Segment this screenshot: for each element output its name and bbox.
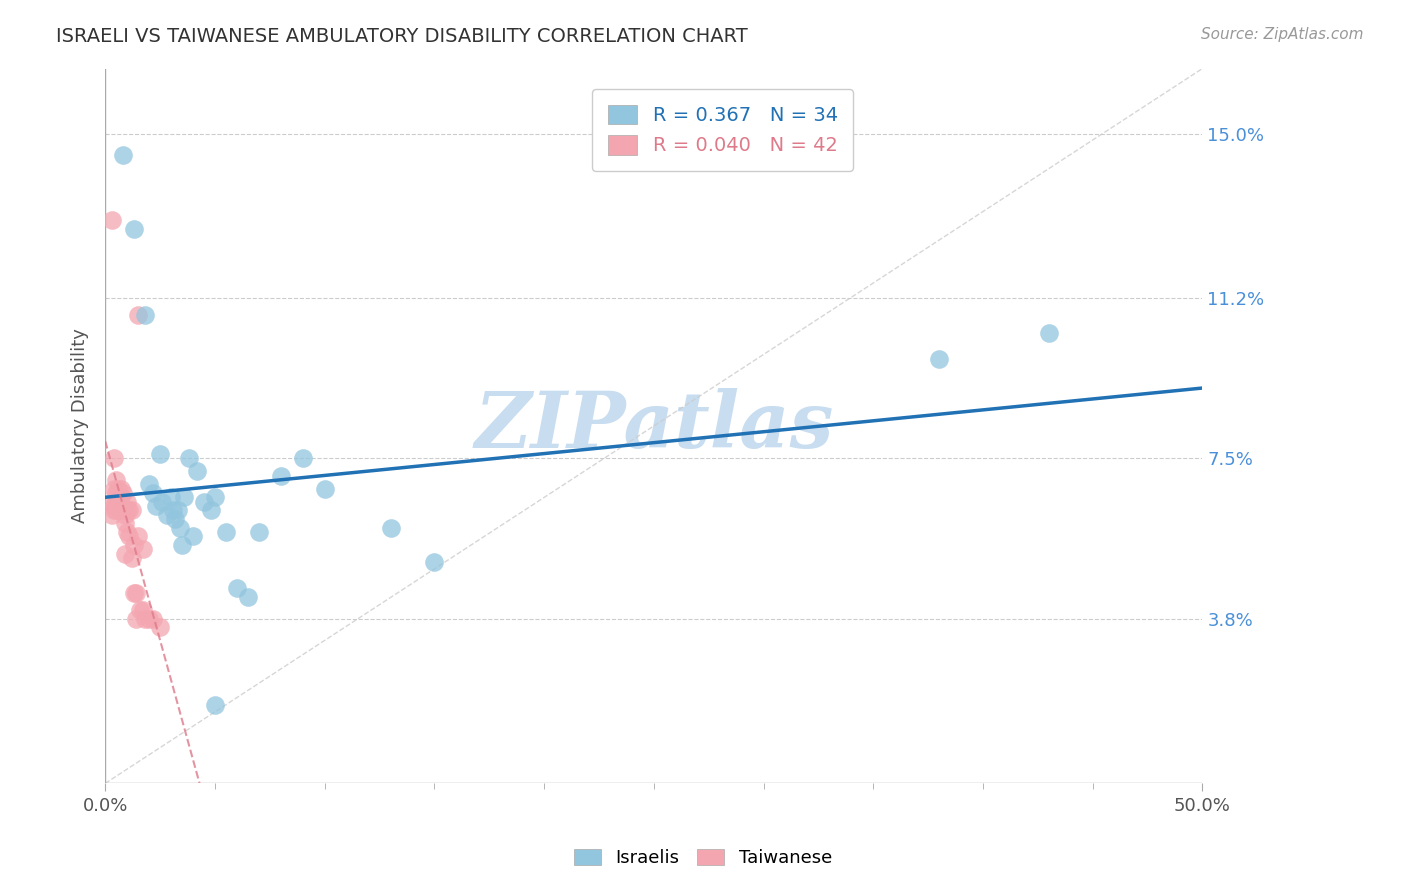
Text: ISRAELI VS TAIWANESE AMBULATORY DISABILITY CORRELATION CHART: ISRAELI VS TAIWANESE AMBULATORY DISABILI… [56, 27, 748, 45]
Point [1038, 326, 1060, 340]
Point [107, 499, 129, 513]
Point [149, 620, 172, 634]
Point [125, 612, 148, 626]
Point [122, 586, 145, 600]
Text: ZIPatlas: ZIPatlas [474, 388, 834, 464]
Point [134, 309, 156, 323]
Point [134, 612, 156, 626]
Point [270, 468, 292, 483]
Point [114, 516, 136, 531]
Point [177, 451, 200, 466]
Point [145, 499, 167, 513]
Point [107, 482, 129, 496]
Point [115, 495, 138, 509]
Point [142, 486, 165, 500]
Point [127, 529, 149, 543]
Point [129, 603, 152, 617]
Point [131, 542, 153, 557]
Point [156, 508, 179, 522]
Point [225, 582, 247, 596]
Point [423, 556, 446, 570]
Point [101, 213, 124, 227]
Point [149, 447, 172, 461]
Point [181, 529, 204, 543]
Point [121, 551, 143, 566]
Point [125, 586, 148, 600]
Point [105, 495, 128, 509]
Point [111, 486, 134, 500]
Y-axis label: Ambulatory Disability: Ambulatory Disability [72, 328, 89, 524]
Point [138, 477, 160, 491]
Point [105, 503, 128, 517]
Point [115, 525, 138, 540]
Point [101, 508, 124, 522]
Point [165, 512, 187, 526]
Point [380, 521, 402, 535]
Point [110, 482, 132, 496]
Point [204, 491, 226, 505]
Legend: R = 0.367   N = 34, R = 0.040   N = 42: R = 0.367 N = 34, R = 0.040 N = 42 [592, 89, 853, 171]
Point [101, 495, 124, 509]
Text: Source: ZipAtlas.com: Source: ZipAtlas.com [1201, 27, 1364, 42]
Point [122, 538, 145, 552]
Point [114, 547, 136, 561]
Point [166, 503, 188, 517]
Point [131, 603, 153, 617]
Point [111, 503, 134, 517]
Point [103, 503, 125, 517]
Point [142, 612, 165, 626]
Point [150, 495, 173, 509]
Point [111, 148, 134, 162]
Point [110, 503, 132, 517]
Point [118, 529, 141, 543]
Point [928, 351, 950, 366]
Point [186, 465, 208, 479]
Point [170, 538, 193, 552]
Point [114, 508, 136, 522]
Point [107, 491, 129, 505]
Point [173, 491, 195, 505]
Point [121, 503, 143, 517]
Point [103, 499, 125, 513]
Point [215, 525, 238, 540]
Point [236, 590, 259, 604]
Point [115, 503, 138, 517]
Point [247, 525, 270, 540]
Point [127, 309, 149, 323]
Point [118, 503, 141, 517]
Point [105, 486, 128, 500]
Point [160, 491, 183, 505]
Point [103, 482, 125, 496]
Point [105, 473, 128, 487]
Point [162, 503, 184, 517]
Legend: Israelis, Taiwanese: Israelis, Taiwanese [567, 841, 839, 874]
Point [291, 451, 314, 466]
Point [110, 491, 132, 505]
Point [103, 451, 125, 466]
Point [200, 503, 222, 517]
Point [138, 612, 160, 626]
Point [193, 495, 215, 509]
Point [204, 698, 226, 713]
Point [314, 482, 336, 496]
Point [122, 222, 145, 236]
Point [169, 521, 191, 535]
